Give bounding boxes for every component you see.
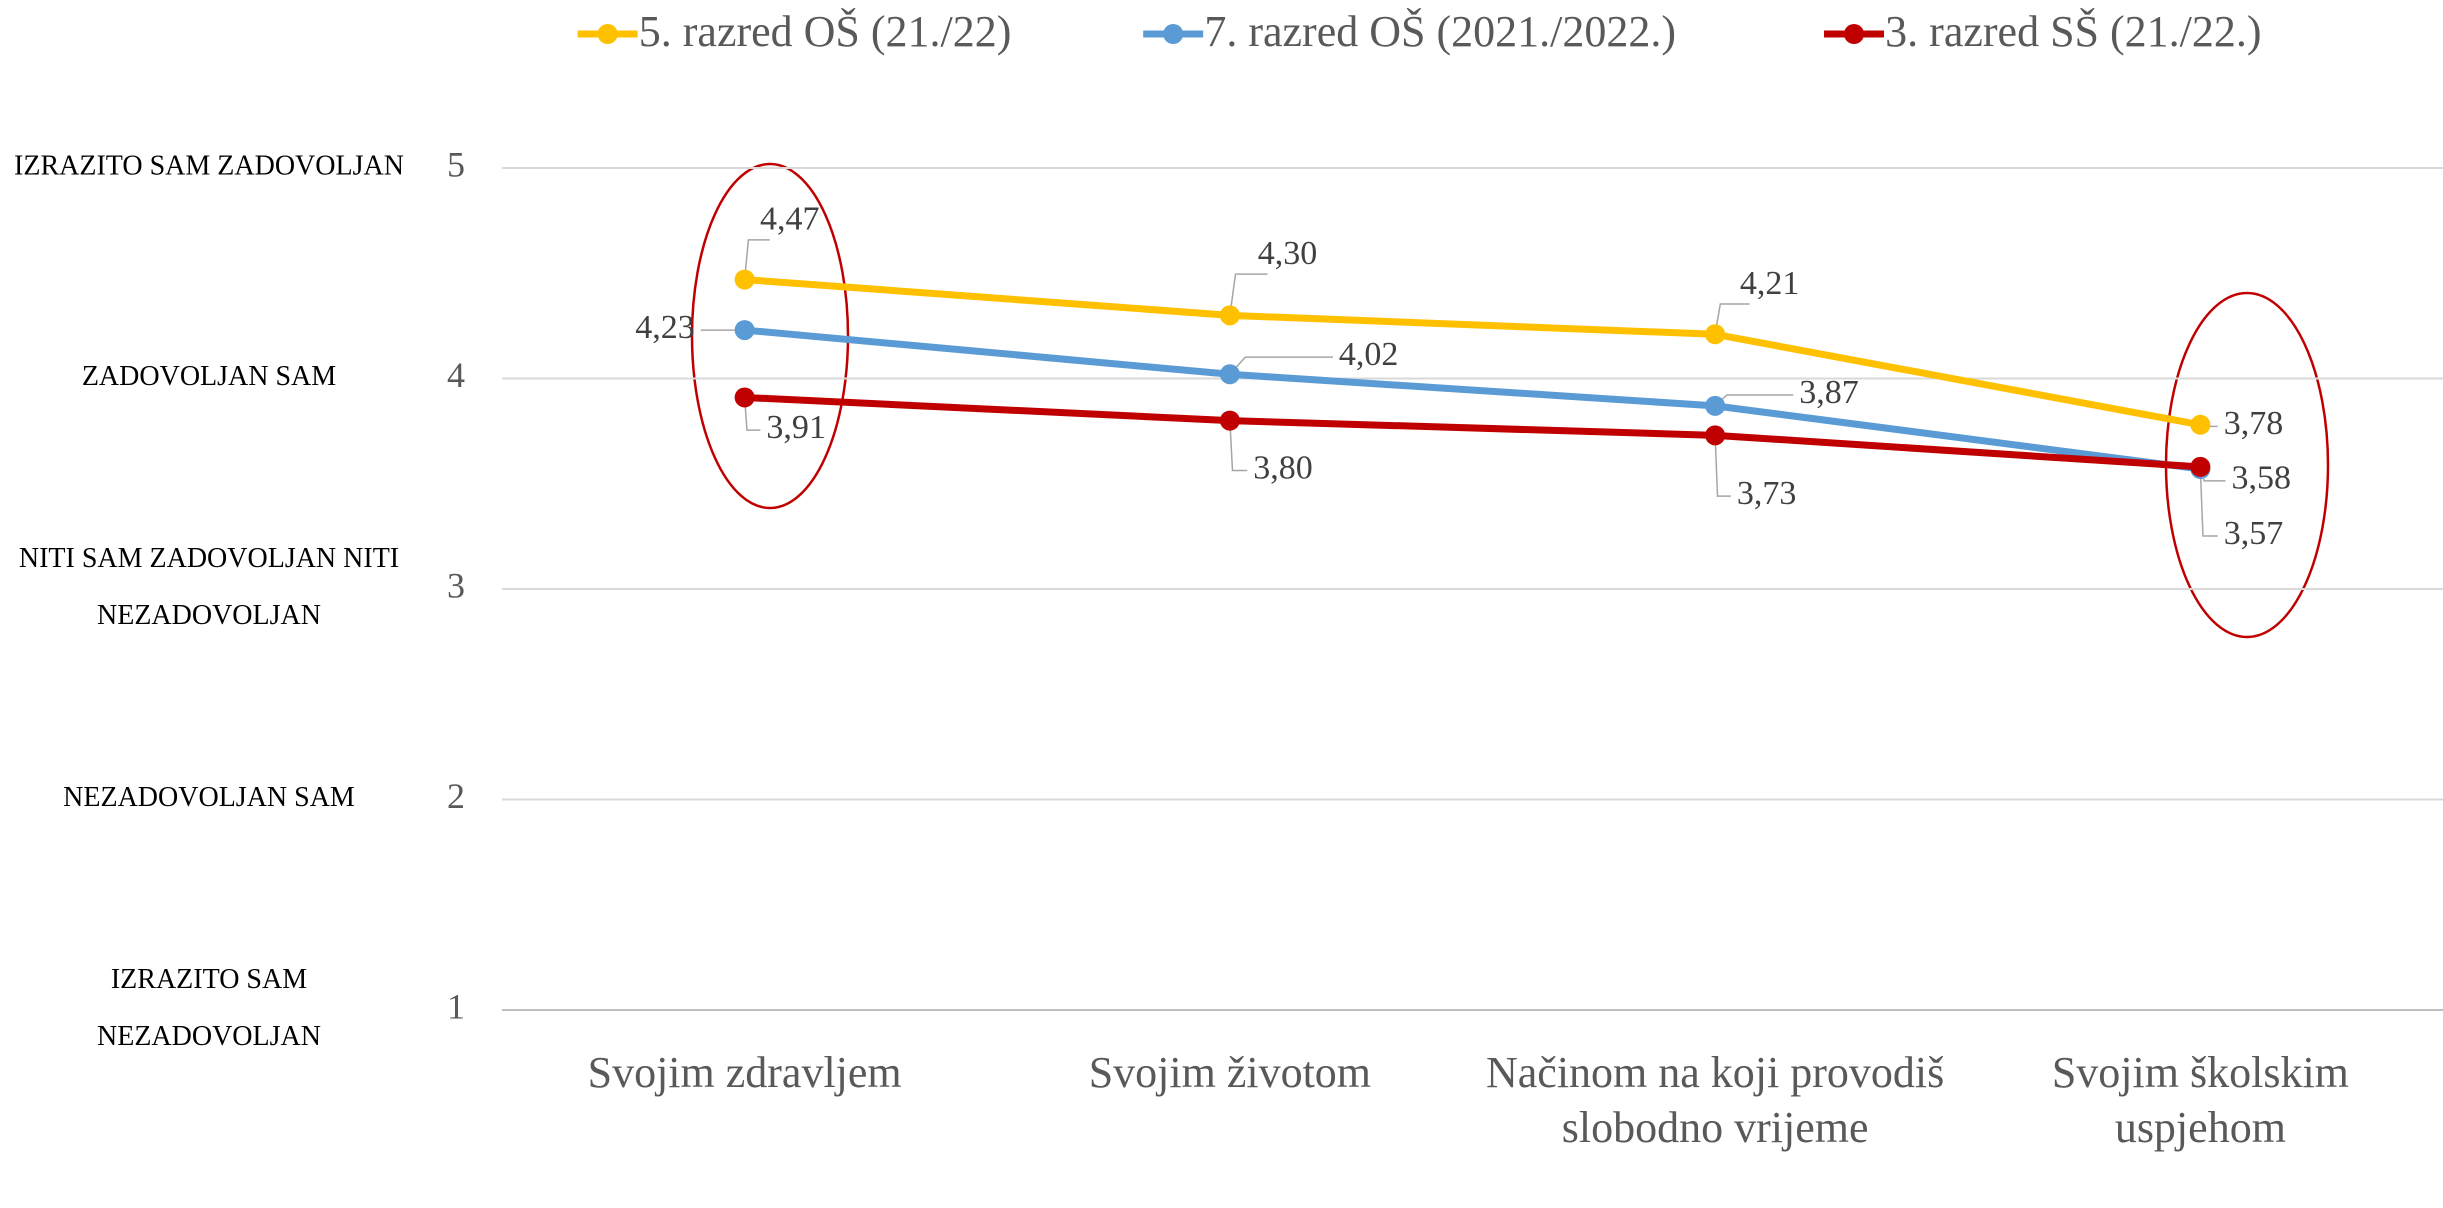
data-label: 3,58 (2232, 460, 2292, 497)
data-label: 4,47 (760, 201, 820, 238)
leader-line (743, 239, 770, 280)
point (1705, 395, 1726, 416)
series-line (744, 276, 2202, 429)
y-tick-label: 2 (447, 776, 465, 816)
x-tick-label: Načinom na koji provodiš slobodno vrijem… (1485, 1048, 1945, 1152)
point (1705, 425, 1726, 446)
data-label: 3,80 (1253, 449, 1313, 486)
point (1705, 324, 1726, 345)
data-label: 3,57 (2224, 515, 2284, 552)
scale-label: NEZADOVOLJAN SAM (63, 782, 355, 813)
data-label: 3,91 (766, 409, 826, 446)
y-tick-label: 5 (447, 144, 465, 184)
point (2190, 414, 2211, 435)
legend-label: 5. razred OŠ (21./22) (639, 7, 1012, 56)
x-tick-label: Svojim životom (1088, 1048, 1372, 1097)
legend-marker (1844, 24, 1865, 44)
data-label: 4,30 (1258, 235, 1318, 272)
point (1219, 364, 1240, 385)
data-label: 4,21 (1740, 265, 1800, 302)
scale-label: NEZADOVOLJAN (97, 600, 321, 631)
scale-label: ZADOVOLJAN SAM (82, 361, 336, 392)
leader-line (1229, 273, 1268, 316)
data-label: 4,02 (1339, 336, 1399, 373)
point (1219, 410, 1240, 431)
data-label: 4,23 (635, 309, 695, 346)
leader-line (743, 397, 761, 431)
point (734, 269, 755, 290)
legend-marker (597, 24, 618, 44)
data-label: 3,78 (2224, 405, 2284, 442)
y-tick-label: 1 (447, 986, 465, 1026)
point (2190, 456, 2211, 477)
y-tick-label: 4 (447, 355, 465, 395)
legend-marker (1163, 24, 1184, 44)
scale-label: NITI SAM ZADOVOLJAN NITI (19, 543, 399, 574)
x-tick-label: Svojim školskim uspjehom (2051, 1048, 2349, 1152)
leader-line (1229, 420, 1248, 472)
scale-label: NEZADOVOLJAN (97, 1021, 321, 1052)
point (734, 320, 755, 341)
leader-line (2199, 468, 2218, 537)
leader-line (1229, 356, 1333, 375)
legend-label: 7. razred OŠ (2021./2022.) (1204, 7, 1676, 56)
legend-label: 3. razred SŠ (21./22.) (1885, 7, 2261, 56)
y-tick-label: 3 (447, 565, 465, 605)
series-line (744, 326, 2201, 473)
leader-line (1714, 303, 1750, 335)
data-label: 3,73 (1737, 475, 1797, 512)
point (734, 387, 755, 408)
scale-label: IZRAZITO SAM (111, 964, 307, 995)
scale-label: IZRAZITO SAM ZADOVOLJAN (14, 150, 404, 181)
series-line (744, 393, 2201, 471)
data-label: 3,87 (1799, 374, 1859, 411)
leader-line (1714, 435, 1731, 497)
x-tick-label: Svojim zdravljem (587, 1048, 902, 1097)
point (1219, 305, 1240, 326)
